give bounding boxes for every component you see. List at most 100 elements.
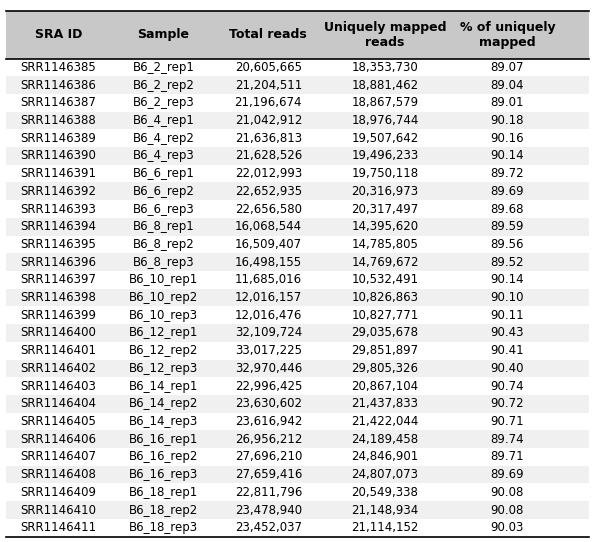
Text: 18,353,730: 18,353,730 [352, 61, 418, 74]
Text: B6_18_rep3: B6_18_rep3 [129, 521, 198, 534]
Text: 90.10: 90.10 [491, 291, 524, 304]
Text: 90.71: 90.71 [491, 415, 524, 428]
Text: 20,317,497: 20,317,497 [351, 203, 419, 216]
Text: 90.16: 90.16 [491, 132, 524, 145]
Text: SRR1146404: SRR1146404 [20, 397, 96, 410]
Text: B6_18_rep2: B6_18_rep2 [129, 504, 198, 517]
Text: 20,316,973: 20,316,973 [352, 185, 418, 198]
Text: 90.08: 90.08 [491, 486, 524, 499]
Text: B6_8_rep1: B6_8_rep1 [133, 220, 194, 233]
Text: 21,422,044: 21,422,044 [351, 415, 419, 428]
Text: B6_2_rep2: B6_2_rep2 [133, 79, 195, 92]
Text: 22,811,796: 22,811,796 [234, 486, 302, 499]
Text: 32,970,446: 32,970,446 [234, 362, 302, 375]
Text: 22,652,935: 22,652,935 [235, 185, 302, 198]
Text: 90.72: 90.72 [491, 397, 524, 410]
Text: SRR1146390: SRR1146390 [20, 150, 96, 163]
Text: 23,630,602: 23,630,602 [235, 397, 302, 410]
Text: 89.74: 89.74 [491, 433, 524, 446]
Text: SRR1146391: SRR1146391 [20, 167, 96, 180]
Bar [6, 342, 589, 359]
Text: B6_18_rep1: B6_18_rep1 [129, 486, 198, 499]
Text: B6_16_rep3: B6_16_rep3 [129, 468, 198, 481]
Text: Total reads: Total reads [230, 28, 307, 41]
Text: 89.59: 89.59 [491, 220, 524, 233]
Text: SRR1146408: SRR1146408 [20, 468, 96, 481]
Text: 89.01: 89.01 [491, 96, 524, 109]
Bar [6, 483, 589, 501]
Text: B6_8_rep2: B6_8_rep2 [133, 238, 194, 251]
Bar [6, 377, 589, 395]
Text: 32,109,724: 32,109,724 [234, 326, 302, 339]
Text: 89.52: 89.52 [491, 256, 524, 269]
Text: 90.40: 90.40 [491, 362, 524, 375]
Bar [6, 112, 589, 130]
Text: 90.14: 90.14 [491, 150, 524, 163]
Text: SRR1146405: SRR1146405 [20, 415, 96, 428]
Bar [6, 448, 589, 466]
Text: 27,659,416: 27,659,416 [234, 468, 302, 481]
Text: 89.71: 89.71 [491, 450, 524, 463]
Text: SRR1146398: SRR1146398 [20, 291, 96, 304]
Text: B6_16_rep1: B6_16_rep1 [129, 433, 198, 446]
Text: B6_16_rep2: B6_16_rep2 [129, 450, 198, 463]
Text: 18,881,462: 18,881,462 [352, 79, 418, 92]
Bar [6, 147, 589, 165]
Text: 21,437,833: 21,437,833 [352, 397, 418, 410]
Text: SRR1146397: SRR1146397 [20, 273, 96, 286]
Bar [6, 76, 589, 94]
Text: 24,807,073: 24,807,073 [352, 468, 418, 481]
Text: 16,509,407: 16,509,407 [235, 238, 302, 251]
Text: 14,769,672: 14,769,672 [351, 256, 419, 269]
Text: B6_4_rep1: B6_4_rep1 [133, 114, 195, 127]
Bar [6, 200, 589, 218]
Text: 21,148,934: 21,148,934 [351, 504, 419, 517]
Text: SRR1146393: SRR1146393 [20, 203, 96, 216]
Text: 18,867,579: 18,867,579 [352, 96, 418, 109]
Text: 20,549,338: 20,549,338 [352, 486, 418, 499]
Text: SRR1146401: SRR1146401 [20, 344, 96, 357]
Text: B6_4_rep3: B6_4_rep3 [133, 150, 194, 163]
Text: SRR1146385: SRR1146385 [21, 61, 96, 74]
Bar [6, 11, 589, 59]
Text: 29,805,326: 29,805,326 [352, 362, 418, 375]
Text: 18,976,744: 18,976,744 [351, 114, 419, 127]
Text: SRR1146403: SRR1146403 [20, 379, 96, 392]
Text: 33,017,225: 33,017,225 [235, 344, 302, 357]
Bar [6, 236, 589, 253]
Text: 89.56: 89.56 [491, 238, 524, 251]
Text: 90.11: 90.11 [491, 309, 524, 322]
Text: 19,750,118: 19,750,118 [352, 167, 418, 180]
Text: B6_6_rep2: B6_6_rep2 [133, 185, 195, 198]
Text: 22,996,425: 22,996,425 [234, 379, 302, 392]
Text: 14,785,805: 14,785,805 [352, 238, 418, 251]
Text: 16,498,155: 16,498,155 [235, 256, 302, 269]
Bar [6, 253, 589, 271]
Text: B6_6_rep3: B6_6_rep3 [133, 203, 194, 216]
Text: B6_6_rep1: B6_6_rep1 [133, 167, 195, 180]
Bar [6, 271, 589, 289]
Text: 19,496,233: 19,496,233 [351, 150, 419, 163]
Text: 16,068,544: 16,068,544 [235, 220, 302, 233]
Bar [6, 94, 589, 112]
Bar [6, 130, 589, 147]
Text: 89.07: 89.07 [491, 61, 524, 74]
Text: B6_10_rep2: B6_10_rep2 [129, 291, 198, 304]
Text: 12,016,157: 12,016,157 [234, 291, 302, 304]
Bar [6, 519, 589, 537]
Text: 21,114,152: 21,114,152 [351, 521, 419, 534]
Text: SRR1146394: SRR1146394 [20, 220, 96, 233]
Text: SRR1146411: SRR1146411 [20, 521, 96, 534]
Text: 23,616,942: 23,616,942 [234, 415, 302, 428]
Text: Uniquely mapped
reads: Uniquely mapped reads [324, 21, 446, 49]
Text: 90.41: 90.41 [491, 344, 524, 357]
Bar [6, 359, 589, 377]
Text: B6_12_rep2: B6_12_rep2 [129, 344, 198, 357]
Text: 90.03: 90.03 [491, 521, 524, 534]
Text: SRR1146387: SRR1146387 [20, 96, 96, 109]
Text: 19,507,642: 19,507,642 [351, 132, 419, 145]
Text: SRR1146410: SRR1146410 [20, 504, 96, 517]
Text: 24,189,458: 24,189,458 [352, 433, 418, 446]
Text: 90.14: 90.14 [491, 273, 524, 286]
Text: 11,685,016: 11,685,016 [235, 273, 302, 286]
